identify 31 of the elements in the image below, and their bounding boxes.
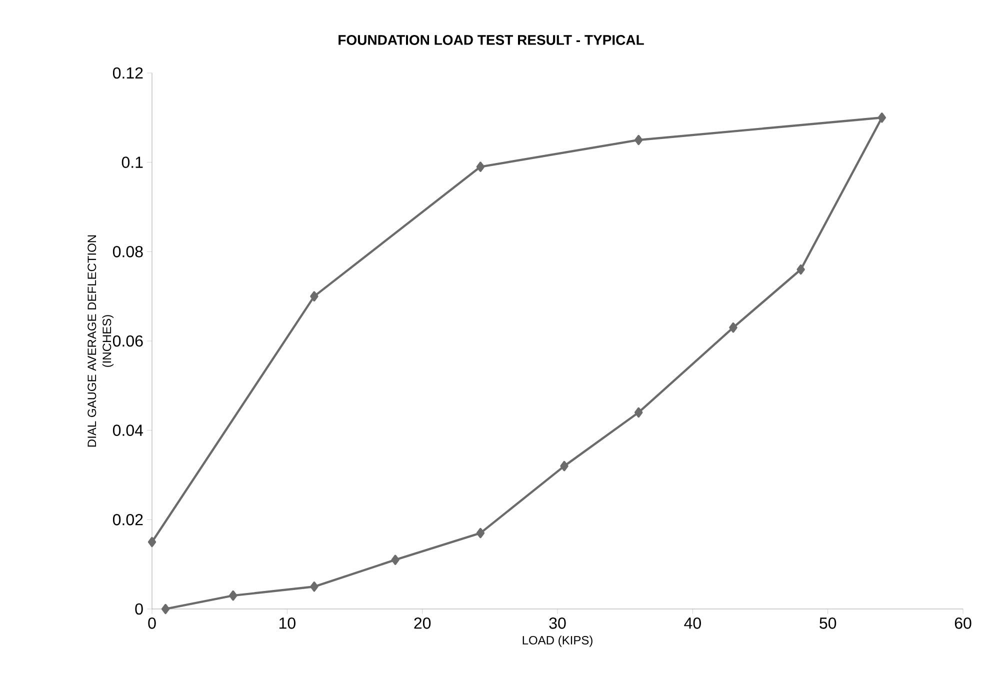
y-tick-label: 0 (135, 603, 143, 615)
y-tick-label: 0.12 (112, 67, 143, 79)
point (796, 264, 805, 275)
chart-title: FOUNDATION LOAD TEST RESULT - TYPICAL (338, 35, 644, 45)
x-tick-label: 40 (684, 618, 701, 629)
y-tick-label: 0.06 (112, 335, 143, 347)
point (310, 291, 318, 302)
point (476, 162, 485, 172)
point (634, 134, 643, 146)
y-tick-label: 0.1 (122, 156, 143, 168)
y-tick-label: 0.02 (112, 514, 143, 526)
point (878, 112, 886, 123)
x-axis-title: LOAD (KIPS) (522, 636, 592, 647)
point (310, 582, 318, 592)
point (148, 536, 156, 548)
point (391, 554, 400, 565)
x-tick-label: 20 (414, 618, 431, 629)
x-tick-label: 10 (279, 618, 296, 629)
y-tick-label: 0.08 (112, 246, 143, 258)
point (634, 407, 643, 418)
x-tick-label: 0 (148, 618, 156, 629)
point (161, 604, 170, 614)
x-tick-label: 60 (954, 618, 972, 629)
x-tick-label: 30 (549, 618, 566, 629)
point (560, 460, 568, 472)
point (729, 322, 738, 333)
x-tick-label: 50 (820, 618, 836, 629)
point (476, 528, 485, 538)
y-axis-title: DIAL GAUGE AVERAGE DEFLECTION (INCHES) (88, 235, 114, 447)
point (229, 590, 238, 601)
y-tick-label: 0.04 (112, 424, 144, 436)
